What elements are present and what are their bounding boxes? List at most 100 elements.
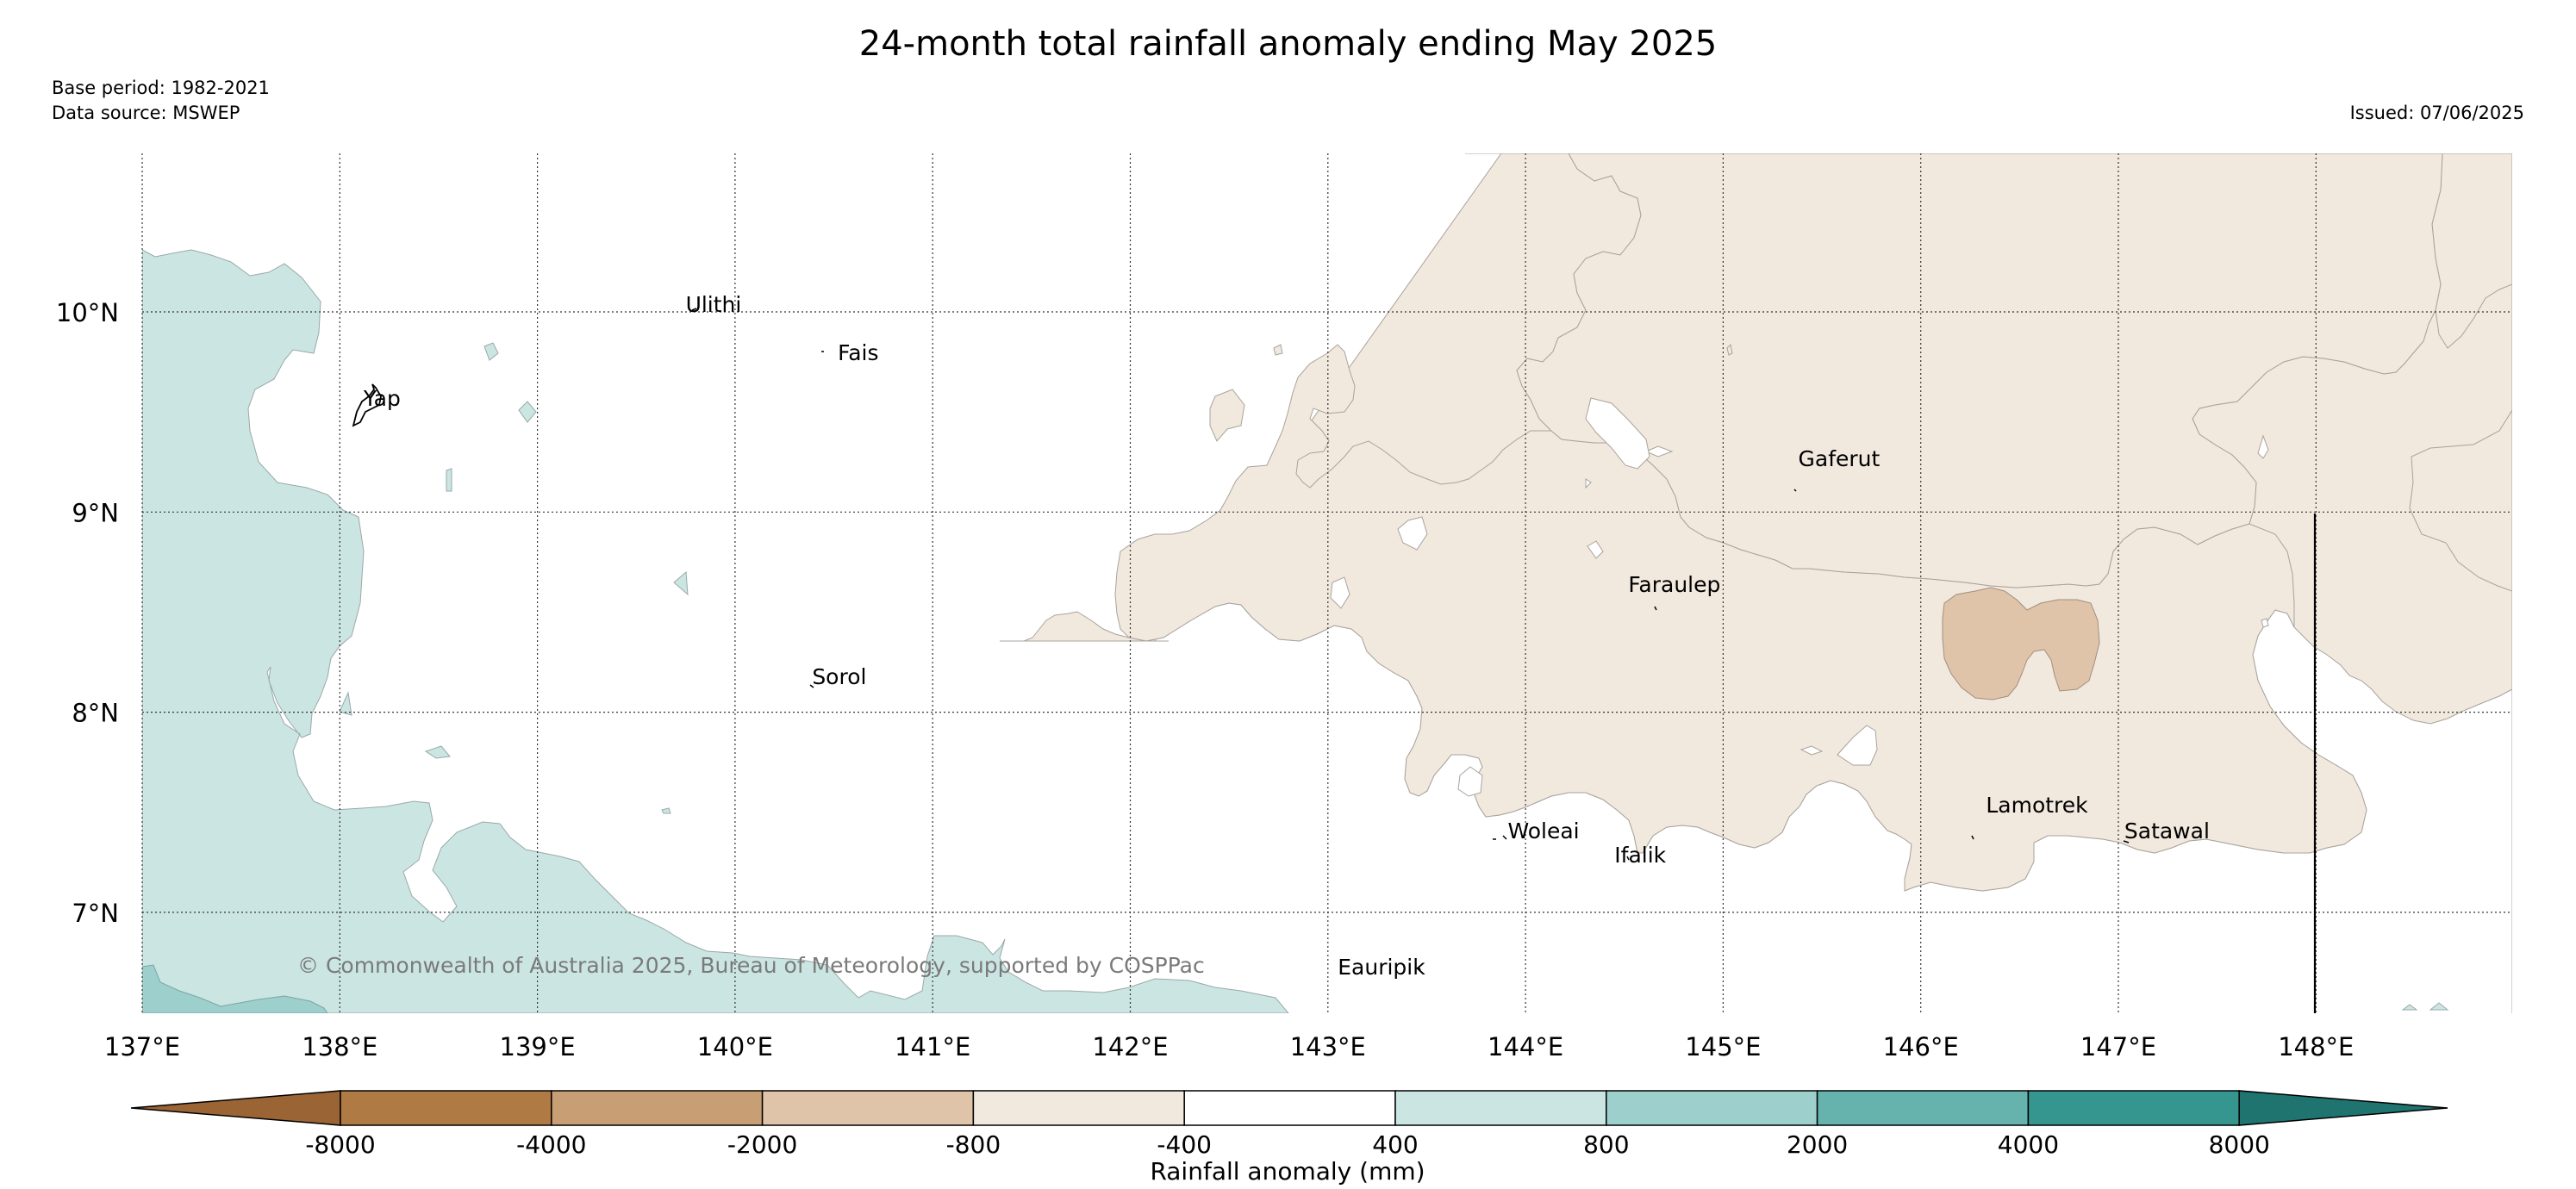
place-label: Faraulep bbox=[1628, 572, 1720, 597]
longitude-tick-label: 141°E bbox=[895, 1032, 970, 1061]
wet-patch-2 bbox=[518, 401, 537, 423]
colorbar-segment bbox=[2027, 1090, 2240, 1126]
latitude-tick-label: 8°N bbox=[72, 699, 119, 728]
dry-patch-1 bbox=[1209, 389, 1245, 442]
wet-patch-7 bbox=[661, 807, 671, 814]
colorbar-segment bbox=[551, 1090, 764, 1126]
place-label: Fais bbox=[838, 340, 878, 365]
place-label: Eauripik bbox=[1338, 955, 1425, 980]
longitude-tick-label: 143°E bbox=[1290, 1032, 1366, 1061]
legend-colorbar bbox=[130, 1090, 2448, 1126]
dry-area-gap-11 bbox=[1585, 397, 1650, 470]
wet-anomaly-area-west bbox=[142, 249, 1289, 1013]
colorbar-segment bbox=[1183, 1090, 1396, 1126]
longitude-tick-label: 144°E bbox=[1488, 1032, 1563, 1061]
longitude-labels: 137°E 138°E 139°E 140°E 141°E 142°E 143°E 144°E… bbox=[104, 1032, 2354, 1061]
longitude-tick-label: 138°E bbox=[302, 1032, 377, 1061]
place-label: Satawal bbox=[2124, 819, 2210, 844]
place-label: Ulithi bbox=[686, 292, 742, 317]
latitude-labels: 10°N 9°N 8°N 7°N bbox=[56, 298, 119, 928]
longitude-tick-label: 139°E bbox=[500, 1032, 576, 1061]
latitude-tick-label: 10°N bbox=[56, 298, 119, 327]
data-source-text: Data source: MSWEP bbox=[52, 103, 240, 123]
longitude-tick-label: 140°E bbox=[697, 1032, 773, 1061]
dry-anomaly-area-central bbox=[1114, 344, 2367, 892]
wet-patch-3 bbox=[446, 468, 452, 492]
longitude-tick-label: 137°E bbox=[104, 1032, 180, 1061]
colorbar-min-extension bbox=[130, 1090, 341, 1126]
latitude-tick-label: 7°N bbox=[72, 899, 119, 928]
longitude-tick-label: 142°E bbox=[1092, 1032, 1168, 1061]
map-metadata-left: Base period: 1982-2021 Data source: MSWE… bbox=[52, 76, 270, 126]
dry-area-gap-1 bbox=[1397, 516, 1428, 551]
place-label: Gaferut bbox=[1799, 446, 1881, 471]
place-label: Ifalik bbox=[1614, 843, 1666, 868]
wet-patch-4 bbox=[673, 570, 689, 596]
colorbar-segment bbox=[340, 1090, 552, 1126]
longitude-tick-label: 147°E bbox=[2080, 1032, 2156, 1061]
colorbar-tick-label: 8000 bbox=[2209, 1130, 2270, 1159]
dry-anomaly-area-north bbox=[1501, 153, 2443, 588]
legend-tick-labels: -8000 -4000 -2000 -800 -400 400 800 2000 4000 800… bbox=[305, 1130, 2270, 1159]
colorbar-segment bbox=[1394, 1090, 1607, 1126]
dry-area-gap-10 bbox=[2261, 618, 2269, 628]
longitude-tick-label: 145°E bbox=[1685, 1032, 1761, 1061]
anomaly-fill-layer bbox=[142, 153, 2512, 1013]
latitude-tick-label: 9°N bbox=[72, 498, 119, 527]
place-labels: Ulithi Fais Yap Gaferut Faraulep Sorol Woleai I… bbox=[363, 292, 2210, 980]
dry-area-gap-6 bbox=[1799, 745, 1824, 756]
dry-area-gap-4 bbox=[1644, 445, 1674, 458]
colorbar-tick-label: -8000 bbox=[305, 1130, 375, 1159]
ulithi-atoll bbox=[691, 308, 697, 311]
woleai-islets bbox=[1493, 835, 1507, 840]
dry-anomaly-core bbox=[1942, 587, 2100, 700]
gaferut-islet bbox=[1793, 489, 1797, 492]
place-label: Yap bbox=[363, 386, 401, 411]
wet-patch-8 bbox=[2401, 1004, 2418, 1011]
colorbar-tick-label: -400 bbox=[1157, 1130, 1212, 1159]
colorbar-tick-label: -4000 bbox=[516, 1130, 586, 1159]
colorbar-segment bbox=[972, 1090, 1185, 1126]
lamotrek-islet bbox=[1971, 835, 1974, 840]
colorbar-tick-label: -800 bbox=[946, 1130, 1001, 1159]
wet-patch-6 bbox=[424, 745, 451, 759]
dry-area-gap-7 bbox=[1837, 725, 1878, 766]
wet-patch-5 bbox=[339, 691, 352, 716]
wet-patch-1 bbox=[483, 342, 499, 361]
map-title: 24-month total rainfall anomaly ending M… bbox=[858, 24, 1718, 64]
place-label: Lamotrek bbox=[1986, 793, 2088, 818]
dry-area-gap-2 bbox=[1330, 576, 1350, 609]
copyright-credit: © Commonwealth of Australia 2025, Bureau… bbox=[297, 953, 1205, 978]
colorbar-segment bbox=[1816, 1090, 2030, 1126]
colorbar-tick-label: 2000 bbox=[1787, 1130, 1848, 1159]
legend-title: Rainfall anomaly (mm) bbox=[1150, 1157, 1425, 1186]
dry-area-gap-9 bbox=[2257, 434, 2269, 459]
base-period-text: Base period: 1982-2021 bbox=[52, 78, 270, 98]
longitude-tick-label: 146°E bbox=[1883, 1032, 1959, 1061]
yap-island-outline bbox=[352, 383, 382, 427]
colorbar-tick-label: 400 bbox=[1372, 1130, 1418, 1159]
colorbar-tick-label: 800 bbox=[1583, 1130, 1629, 1159]
colorbar-segment bbox=[761, 1090, 975, 1126]
dry-patch-3 bbox=[1726, 343, 1733, 356]
faraulep-islet bbox=[1654, 606, 1657, 611]
longitude-tick-label: 148°E bbox=[2278, 1032, 2354, 1061]
colorbar-tick-label: 4000 bbox=[1998, 1130, 2059, 1159]
wet-anomaly-area-southwest bbox=[142, 964, 328, 1013]
dry-area-gap-5 bbox=[1587, 540, 1604, 559]
place-label: Sorol bbox=[812, 664, 866, 689]
sorol-islet bbox=[809, 684, 814, 688]
issued-date-text: Issued: 07/06/2025 bbox=[2349, 103, 2524, 123]
wet-patch-9 bbox=[2429, 1002, 2449, 1011]
colorbar-tick-label: -2000 bbox=[727, 1130, 797, 1159]
satawal-islet bbox=[2123, 840, 2130, 844]
dry-area-gap-8 bbox=[1457, 766, 1483, 797]
colorbar-segment bbox=[1606, 1090, 1818, 1126]
colorbar-max-extension bbox=[2238, 1090, 2448, 1126]
ifalik-islet bbox=[1626, 856, 1630, 861]
dry-area-gap-3 bbox=[1585, 478, 1592, 489]
place-label: Woleai bbox=[1507, 819, 1579, 844]
map-gridlines bbox=[141, 153, 2512, 1013]
dry-patch-2 bbox=[1273, 344, 1283, 356]
